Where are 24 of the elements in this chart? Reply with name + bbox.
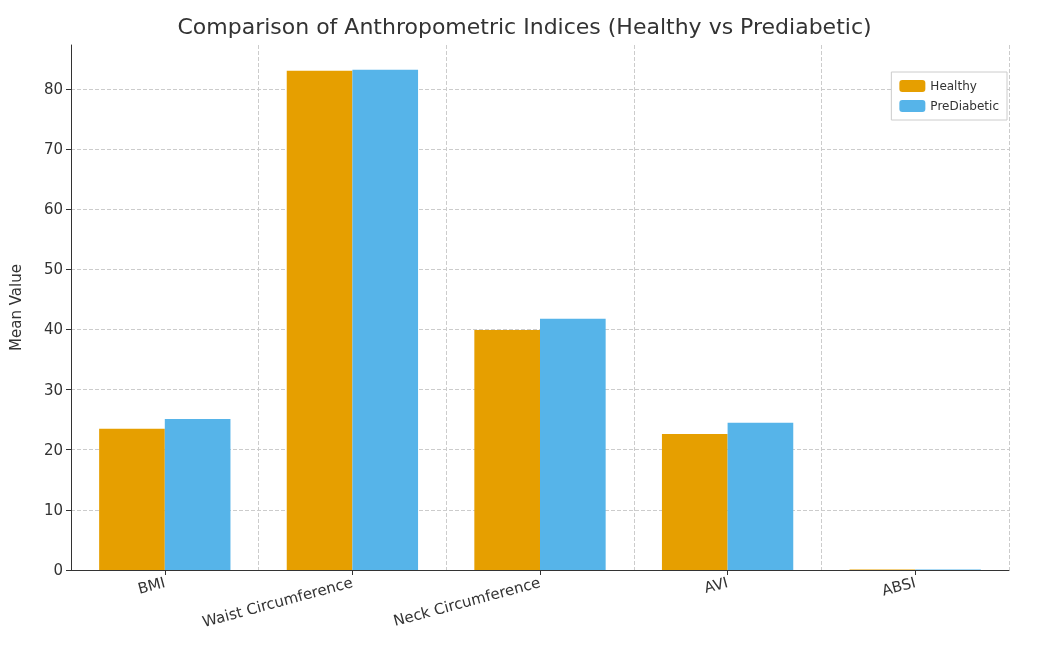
bar (286, 70, 353, 570)
bar (661, 434, 728, 570)
bar (164, 419, 231, 570)
x-tick-label: BMI (135, 573, 168, 598)
chart-title: Comparison of Anthropometric Indices (Healthy vs Prediabetic) (177, 13, 872, 39)
bar (474, 330, 540, 570)
bar (540, 318, 606, 570)
bar (352, 69, 419, 570)
y-tick-label: 70 (43, 140, 63, 159)
x-tick-label: ABSI (879, 573, 918, 600)
y-tick-label: 40 (43, 320, 63, 339)
y-tick-label: 80 (43, 79, 63, 98)
y-tick-label: 50 (43, 260, 63, 279)
legend-label: Healthy (930, 79, 977, 93)
y-tick-label: 20 (43, 440, 63, 459)
y-axis-title: Mean Value (6, 264, 25, 351)
y-tick-label: 0 (53, 561, 63, 579)
x-tick-label: AVI (702, 573, 730, 597)
bar (99, 428, 165, 570)
bar (727, 422, 794, 570)
y-tick-label: 10 (43, 500, 63, 519)
y-tick-label: 60 (43, 200, 63, 219)
legend-label: PreDiabetic (930, 99, 1000, 113)
y-tick-label: 30 (43, 380, 63, 399)
